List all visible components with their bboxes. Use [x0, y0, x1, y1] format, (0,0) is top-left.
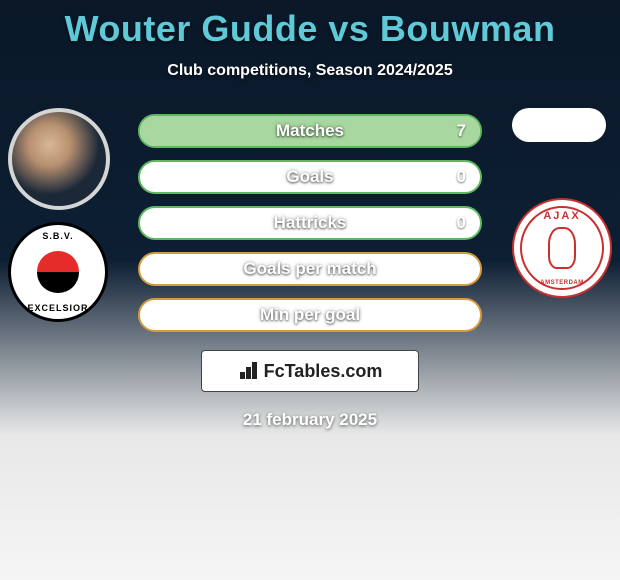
player1-club-text-top: S.B.V.: [11, 231, 105, 241]
comparison-subtitle: Club competitions, Season 2024/2025: [0, 62, 620, 80]
player1-avatar: [8, 108, 110, 210]
fctables-label: FcTables.com: [264, 361, 383, 382]
snapshot-date: 21 february 2025: [138, 410, 482, 430]
stat-row: Matches7: [138, 114, 482, 148]
stat-row: Goals per match: [138, 252, 482, 286]
player2-avatar-placeholder: [512, 108, 606, 142]
player2-club-icon: [548, 227, 577, 269]
fctables-badge[interactable]: FcTables.com: [201, 350, 419, 392]
stat-label: Goals: [140, 162, 480, 192]
stat-label: Matches: [140, 116, 480, 146]
player2-column: AJAX AMSTERDAM: [512, 108, 612, 298]
stat-row: Goals0: [138, 160, 482, 194]
stat-row: Hattricks0: [138, 206, 482, 240]
player1-column: S.B.V. EXCELSIOR: [8, 108, 110, 322]
comparison-title: Wouter Gudde vs Bouwman: [0, 0, 620, 50]
stat-value-p2: 0: [457, 208, 466, 238]
stat-value-p2: 0: [457, 162, 466, 192]
player1-club-badge: S.B.V. EXCELSIOR: [8, 222, 108, 322]
player2-club-badge: AJAX AMSTERDAM: [512, 198, 612, 298]
stat-label: Min per goal: [140, 300, 480, 330]
stats-column: Matches7Goals0Hattricks0Goals per matchM…: [138, 108, 482, 430]
player1-club-text-bottom: EXCELSIOR: [11, 303, 105, 313]
chart-icon: [238, 361, 258, 381]
stat-value-p2: 7: [457, 116, 466, 146]
player2-club-subtext: AMSTERDAM: [514, 280, 610, 286]
player2-club-text: AJAX: [514, 210, 610, 222]
stat-row: Min per goal: [138, 298, 482, 332]
stat-label: Goals per match: [140, 254, 480, 284]
comparison-body: S.B.V. EXCELSIOR AJAX AMSTERDAM Matches7…: [0, 108, 620, 430]
stat-label: Hattricks: [140, 208, 480, 238]
